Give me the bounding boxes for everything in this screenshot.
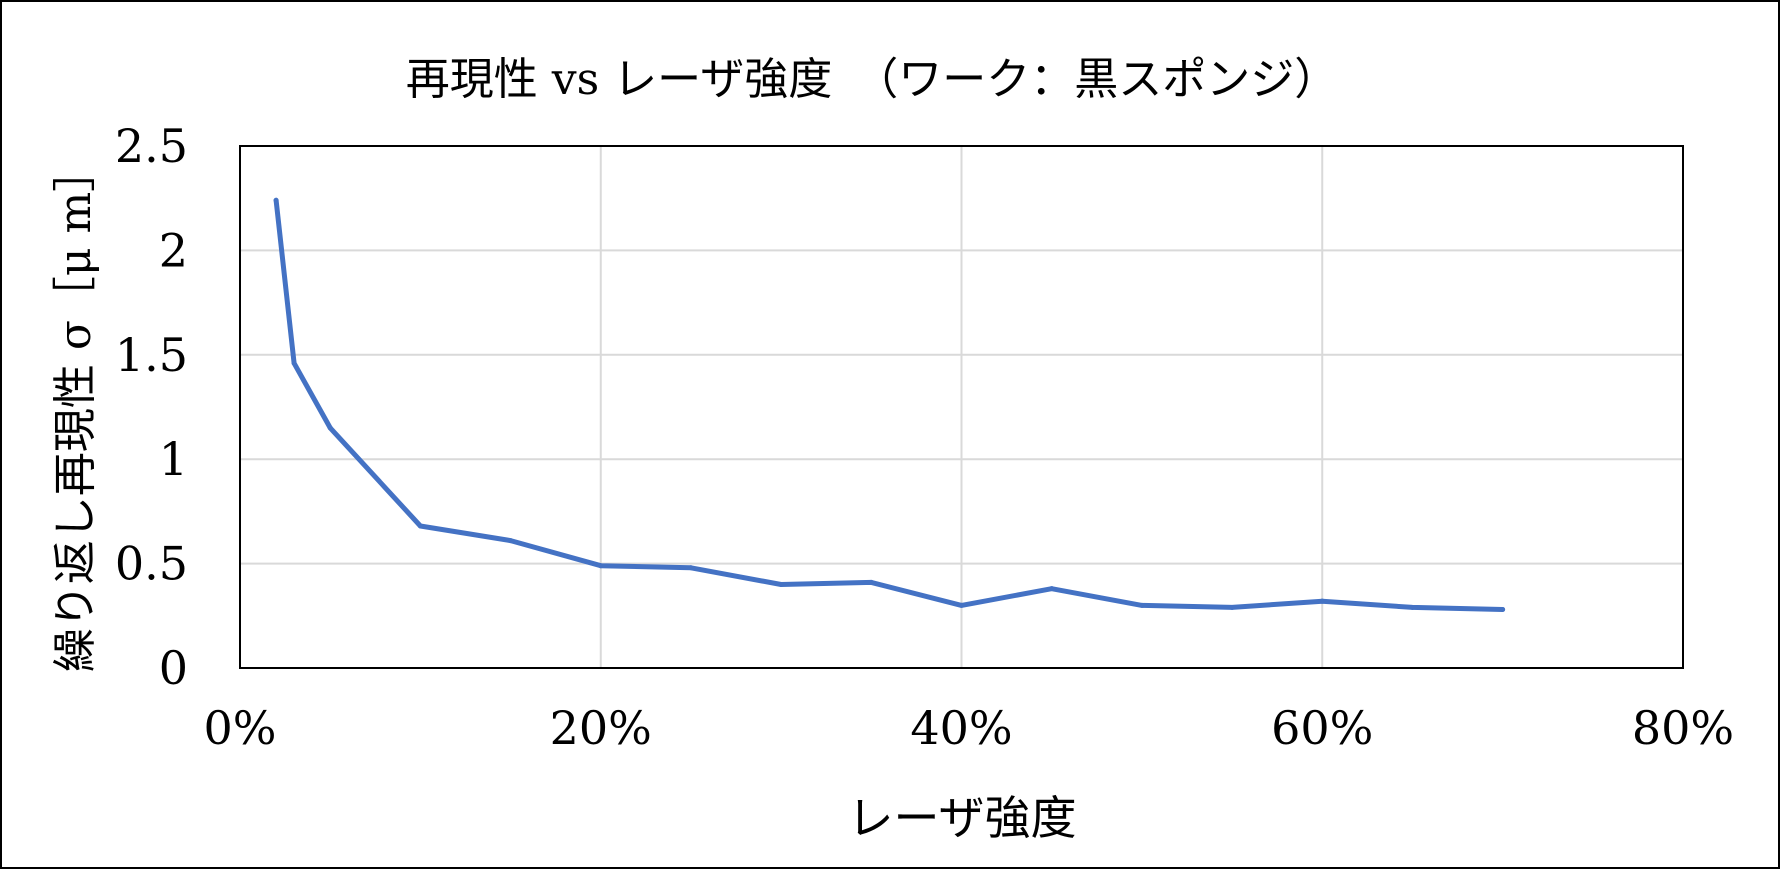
data-point	[273, 197, 279, 203]
data-point	[1319, 598, 1325, 604]
data-point	[688, 565, 694, 571]
data-point	[1139, 602, 1145, 608]
x-tick-label: 40%	[910, 701, 1012, 755]
y-axis-label: 繰り返し再現性 σ［μ m］	[50, 148, 101, 672]
y-tick-label: 0.5	[115, 537, 188, 591]
data-point	[959, 602, 964, 608]
data-point	[1049, 586, 1055, 592]
x-tick-label: 20%	[550, 701, 652, 755]
series-line	[273, 197, 1506, 612]
data-point	[1500, 607, 1506, 613]
y-tick-labels: 0 0.5 1 1.5 2 2.5	[115, 119, 188, 695]
x-tick-label: 60%	[1271, 701, 1373, 755]
y-tick-label: 1	[159, 432, 188, 486]
y-tick-label: 2	[159, 223, 188, 277]
data-point	[778, 581, 784, 587]
data-point	[508, 538, 514, 544]
x-axis-label: レーザ強度	[847, 791, 1076, 845]
y-tick-label: 0	[159, 641, 188, 695]
x-tick-label: 0%	[204, 701, 277, 755]
grid-layer	[240, 146, 1683, 668]
x-tick-label: 80%	[1632, 701, 1734, 755]
data-point	[1229, 604, 1235, 610]
data-point	[598, 563, 604, 569]
data-point	[1409, 604, 1415, 610]
y-tick-label: 1.5	[115, 328, 188, 382]
data-point	[291, 360, 297, 366]
plot-area-frame	[239, 145, 1684, 669]
series-layer	[273, 197, 1506, 613]
data-point	[327, 425, 333, 431]
chart-title: 再現性 vs レーザ強度 （ワーク：黒スポンジ）	[406, 54, 1339, 105]
data-point	[868, 579, 874, 585]
y-tick-label: 2.5	[115, 119, 188, 173]
x-tick-labels: 0% 20% 40% 60% 80%	[204, 701, 1735, 755]
data-point	[417, 523, 423, 529]
